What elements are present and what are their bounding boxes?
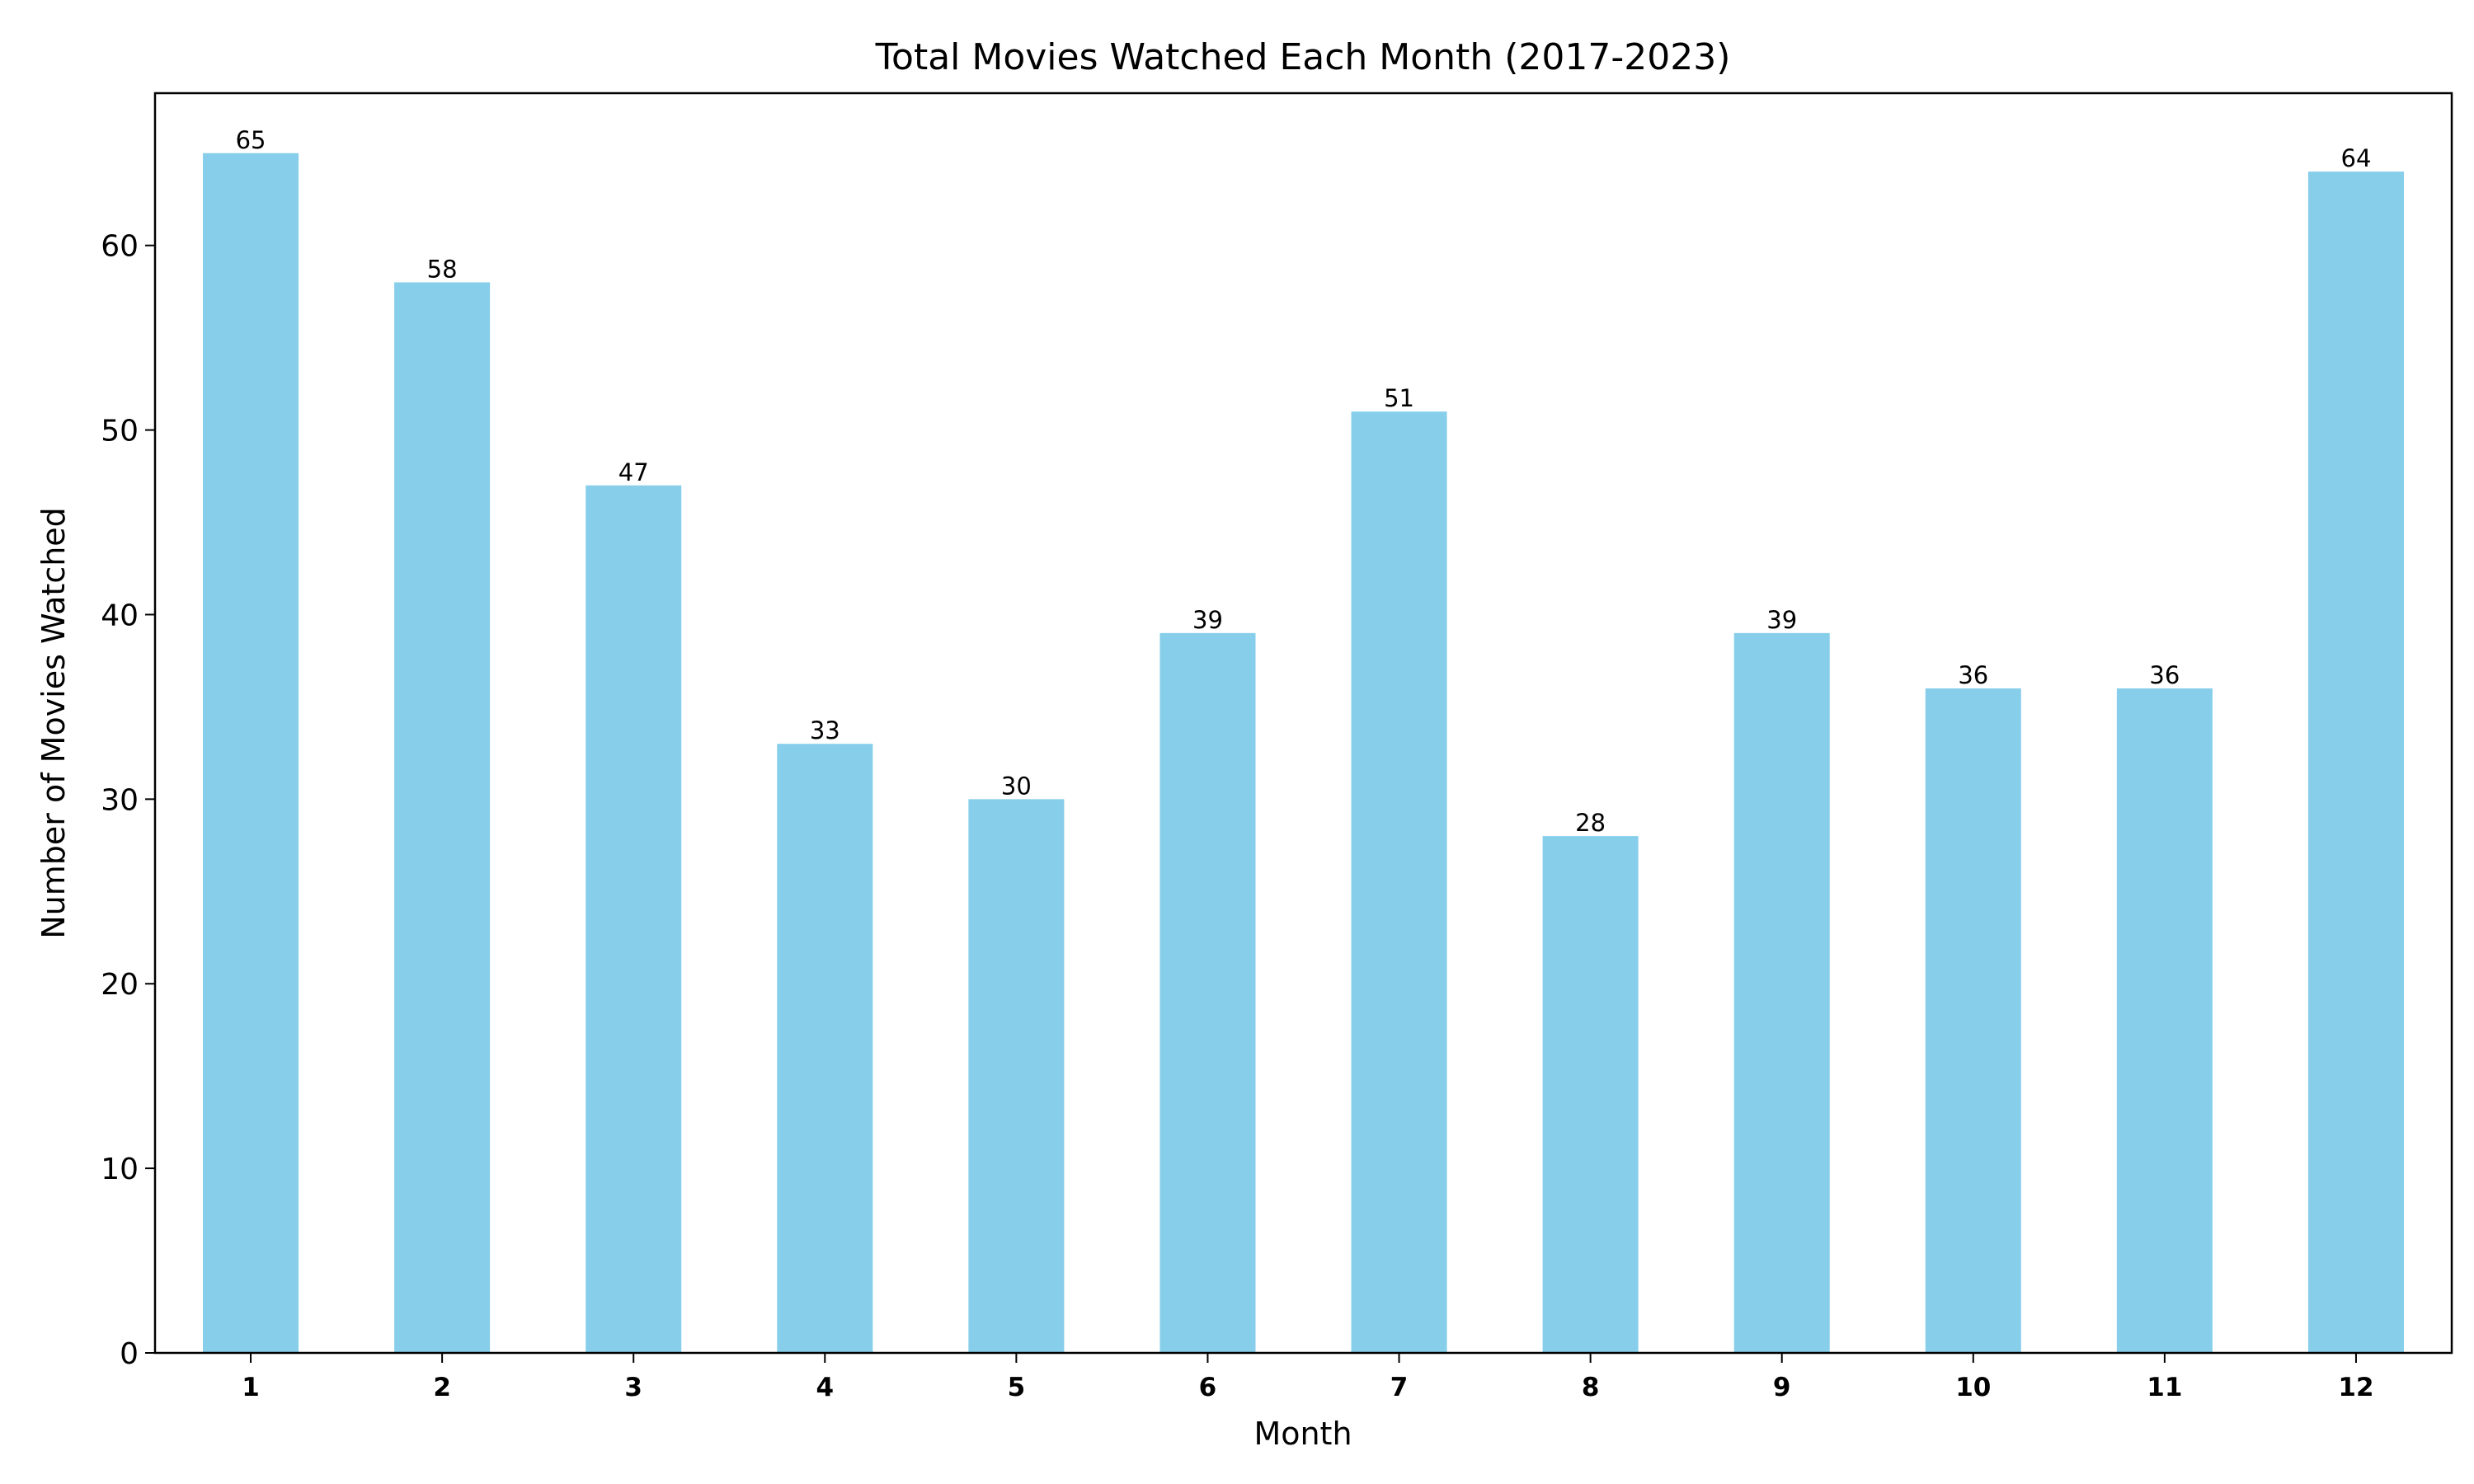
bar-month-6 [1159,632,1256,1353]
bar-month-4 [777,744,873,1353]
y-axis-label: Number of Movies Watched [35,507,72,939]
x-tick-label-12: 12 [2338,1373,2373,1402]
x-tick-label-8: 8 [1582,1373,1600,1402]
data-label-month-9: 39 [1766,606,1797,634]
bar-month-8 [1542,836,1639,1353]
x-ticks-group: 1 2 3 4 5 6 7 8 9 10 11 12 [242,1353,2374,1402]
x-tick-label-10: 10 [1955,1373,1991,1402]
x-tick-label-9: 9 [1773,1373,1791,1402]
bar-month-2 [394,282,491,1353]
y-tick-label-30: 30 [101,783,139,817]
y-ticks-group: 0 10 20 30 40 50 60 [101,230,155,1371]
x-tick-label-2: 2 [433,1373,451,1402]
data-label-month-10: 36 [1958,661,1988,689]
y-tick-label-60: 60 [101,230,139,264]
x-tick-label-4: 4 [816,1373,835,1402]
data-label-month-3: 47 [618,458,649,486]
data-labels-group: 65 58 47 33 30 39 51 28 39 36 36 64 [236,126,2372,837]
y-tick-label-0: 0 [120,1337,139,1371]
bar-month-3 [586,485,682,1353]
y-tick-label-50: 50 [101,415,139,448]
bar-month-9 [1733,632,1830,1353]
data-label-month-11: 36 [2149,661,2180,689]
data-label-month-12: 64 [2341,144,2372,172]
x-tick-label-5: 5 [1008,1373,1026,1402]
y-tick-label-40: 40 [101,599,139,632]
x-tick-label-11: 11 [2147,1373,2182,1402]
bar-month-7 [1351,411,1447,1354]
bar-month-11 [2116,688,2213,1353]
bar-month-10 [1925,688,2021,1353]
data-label-month-1: 65 [236,126,266,154]
chart-title: Total Movies Watched Each Month (2017-20… [875,36,1731,78]
bar-month-12 [2307,171,2404,1354]
x-tick-label-3: 3 [624,1373,642,1402]
data-label-month-7: 51 [1384,384,1414,412]
data-label-month-6: 39 [1192,606,1223,634]
data-label-month-8: 28 [1575,809,1606,837]
plot-frame [153,92,2453,1355]
bar-month-1 [203,153,299,1353]
data-label-month-5: 30 [1001,772,1032,800]
bars-group [203,153,2404,1354]
x-axis-label: Month [1253,1416,1352,1452]
x-tick-label-7: 7 [1390,1373,1409,1402]
y-tick-label-10: 10 [101,1153,139,1186]
data-label-month-4: 33 [810,716,840,744]
bar-month-5 [968,799,1065,1353]
x-tick-label-1: 1 [242,1373,260,1402]
y-tick-label-20: 20 [101,968,139,1002]
data-label-month-2: 58 [427,255,458,283]
x-tick-label-6: 6 [1199,1373,1217,1402]
